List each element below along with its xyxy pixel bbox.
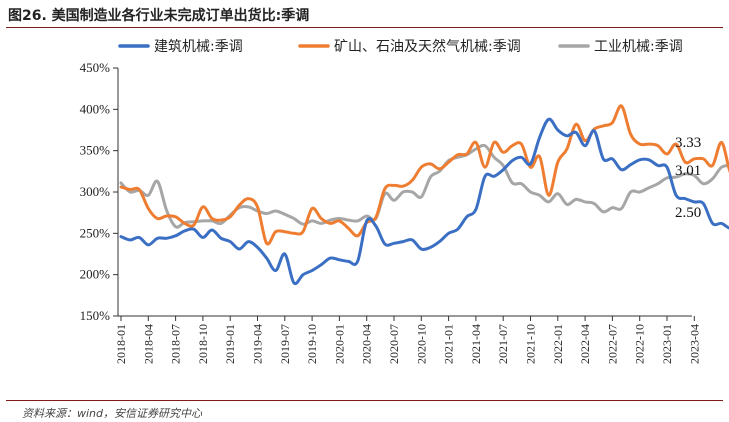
- x-tick-label: 2020-04: [360, 324, 374, 364]
- x-tick-label: 2022-07: [605, 324, 619, 364]
- series-line-2: [119, 143, 729, 229]
- x-tick-label: 2021-04: [469, 324, 483, 364]
- y-tick-label: 300%: [80, 184, 111, 199]
- x-tick-label: 2020-01: [332, 324, 346, 364]
- end-label-1: 3.01: [675, 163, 701, 179]
- legend: 建筑机械:季调 矿山、石油及天然气机械:季调 工业机械:季调: [118, 38, 683, 55]
- end-labels: 2.50 3.01 3.33: [675, 135, 701, 221]
- x-tick-label: 2019-04: [251, 324, 265, 364]
- x-tick-label: 2018-01: [114, 324, 128, 364]
- y-tick-label: 200%: [80, 267, 111, 282]
- y-tick-label: 250%: [80, 225, 111, 240]
- x-tick-label: 2022-10: [633, 324, 647, 364]
- x-tick-label: 2023-01: [660, 324, 674, 364]
- x-tick-label: 2022-04: [578, 324, 592, 364]
- y-tick-label: 350%: [80, 143, 111, 158]
- series-line-1: [119, 104, 729, 246]
- source-divider: [6, 400, 723, 401]
- legend-label-1: 矿山、石油及天然气机械:季调: [334, 38, 521, 55]
- x-tick-label: 2020-10: [414, 324, 428, 364]
- y-tick-label: 150%: [80, 308, 111, 323]
- series-line-0: [119, 117, 729, 286]
- y-axis: 150% 200% 250% 300% 350% 400% 450%: [80, 60, 119, 323]
- x-tick-label: 2021-10: [524, 324, 538, 364]
- series-layer: [119, 104, 729, 286]
- chart-title: 图26. 美国制造业各行业未完成订单出货比:季调: [8, 8, 310, 24]
- legend-label-2: 工业机械:季调: [594, 39, 683, 55]
- x-tick-label: 2021-07: [496, 324, 510, 364]
- x-tick-label: 2018-04: [141, 324, 155, 364]
- x-tick-label: 2019-01: [223, 324, 237, 364]
- x-tick-label: 2019-07: [278, 324, 292, 364]
- x-tick-label: 2018-10: [196, 324, 210, 364]
- x-tick-label: 2019-10: [305, 324, 319, 364]
- chart: 建筑机械:季调 矿山、石油及天然气机械:季调 工业机械:季调 150% 200% 250…: [80, 38, 729, 364]
- title-underline: [6, 27, 723, 28]
- legend-label-0: 建筑机械:季调: [154, 39, 243, 55]
- x-tick-label: 2020-07: [387, 324, 401, 364]
- y-tick-label: 450%: [80, 60, 111, 75]
- end-label-2: 3.33: [675, 135, 701, 151]
- x-tick-label: 2018-07: [169, 324, 183, 364]
- x-tick-label: 2021-01: [442, 324, 456, 364]
- x-tick-label: 2023-04: [687, 324, 701, 364]
- y-tick-label: 400%: [80, 101, 111, 116]
- x-axis: 2018-01 2018-04 2018-07 2018-10 2019-01 2019-…: [114, 315, 701, 364]
- source-note: 资料来源：wind，安信证券研究中心: [22, 407, 203, 420]
- end-label-0: 2.50: [675, 205, 701, 221]
- x-tick-label: 2022-01: [551, 324, 565, 364]
